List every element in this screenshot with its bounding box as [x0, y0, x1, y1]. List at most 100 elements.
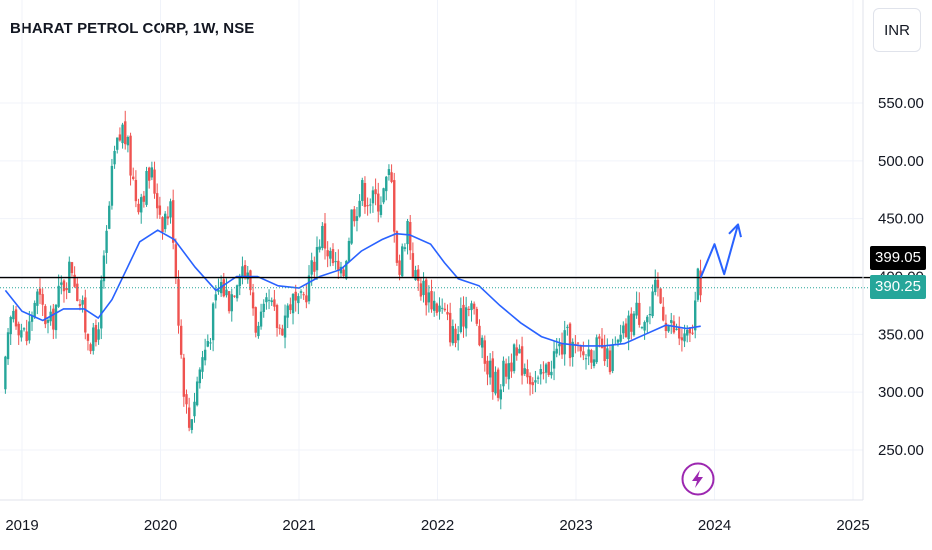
candle-body [699, 270, 702, 296]
candle-body [462, 304, 465, 327]
candle-body [536, 377, 540, 379]
candle-body [371, 190, 375, 204]
candle-body [54, 304, 58, 331]
candle-body [638, 302, 641, 325]
candle-body [587, 349, 590, 357]
candle-body [227, 291, 231, 312]
candle-body [185, 394, 188, 405]
candle-body [148, 167, 151, 181]
candle-body [179, 325, 183, 355]
candle-body [694, 300, 697, 331]
candle-body [438, 305, 441, 312]
candle-body [251, 292, 255, 309]
candle-body [568, 323, 572, 359]
candle-body [630, 313, 633, 332]
candle-body [257, 325, 260, 337]
candle-body [22, 328, 26, 330]
candle-body [305, 295, 308, 303]
candle-body [486, 360, 489, 375]
candle-body [403, 247, 407, 249]
candlestick-series [4, 110, 702, 434]
candle-body [249, 270, 252, 291]
candle-body [558, 343, 561, 347]
candle-body [616, 339, 620, 343]
candle-body [267, 299, 271, 301]
candle-body [313, 261, 316, 272]
axes: 550.00500.00450.00400.00350.00300.00250.… [0, 0, 924, 534]
candle-body [608, 350, 612, 373]
candle-body [153, 169, 156, 194]
candle-body [414, 270, 417, 281]
candle-body [600, 338, 604, 348]
candle-body [353, 209, 356, 222]
candle-body [342, 269, 345, 277]
candle-body [595, 337, 598, 363]
candle-body [273, 299, 276, 307]
candle-body [539, 368, 542, 375]
candle-body [459, 308, 463, 333]
candle-body [377, 193, 380, 212]
candle-body [118, 134, 122, 141]
candle-body [478, 325, 481, 346]
candle-body [150, 167, 154, 178]
candle-body [302, 294, 305, 296]
candle-body [281, 328, 284, 336]
candle-body [387, 169, 391, 175]
candle-body [448, 312, 452, 343]
candle-body [129, 135, 132, 176]
candle-body [648, 314, 652, 316]
candle-body [544, 364, 548, 373]
currency-button[interactable]: INR [873, 8, 921, 52]
candle-body [46, 319, 50, 323]
candle-body [488, 360, 492, 378]
candle-body [60, 282, 63, 285]
candle-body [598, 336, 601, 339]
candle-body [443, 308, 447, 311]
candle-body [350, 209, 353, 244]
candle-body [283, 315, 287, 338]
candle-body [417, 269, 420, 281]
candle-body [134, 179, 138, 202]
candle-body [238, 276, 241, 287]
candle-body [566, 326, 569, 328]
candle-body [345, 261, 348, 279]
candle-body [337, 260, 340, 271]
lightning-icon[interactable] [681, 462, 715, 496]
candle-body [116, 137, 119, 150]
y-tick-label: 450.00 [878, 211, 924, 228]
candle-body [686, 329, 689, 336]
candle-body [20, 330, 23, 338]
candle-body [57, 285, 60, 307]
candle-body [243, 264, 247, 278]
candle-body [627, 315, 630, 340]
candle-body [121, 124, 124, 144]
candle-body [464, 307, 468, 329]
candle-body [406, 220, 409, 245]
candle-body [579, 345, 582, 352]
candle-body [294, 291, 297, 301]
candle-body [25, 331, 28, 342]
candle-body [475, 308, 479, 324]
candle-body [105, 230, 108, 253]
candle-body [430, 291, 433, 310]
candle-body [137, 203, 140, 213]
candle-body [33, 302, 36, 317]
candle-body [206, 341, 210, 347]
candle-body [667, 325, 670, 332]
candle-body [507, 363, 510, 380]
candle-body [425, 279, 428, 306]
candle-body [289, 304, 292, 311]
candle-body [259, 311, 263, 327]
candle-body [78, 304, 82, 307]
candle-body [446, 311, 449, 315]
y-tick-label: 500.00 [878, 153, 924, 170]
candle-body [531, 382, 534, 386]
candle-body [494, 371, 497, 394]
candle-body [510, 362, 513, 372]
candle-body [640, 327, 644, 329]
candle-body [483, 340, 487, 364]
candle-body [326, 250, 329, 257]
candle-body [518, 348, 521, 354]
candle-body [379, 204, 383, 215]
